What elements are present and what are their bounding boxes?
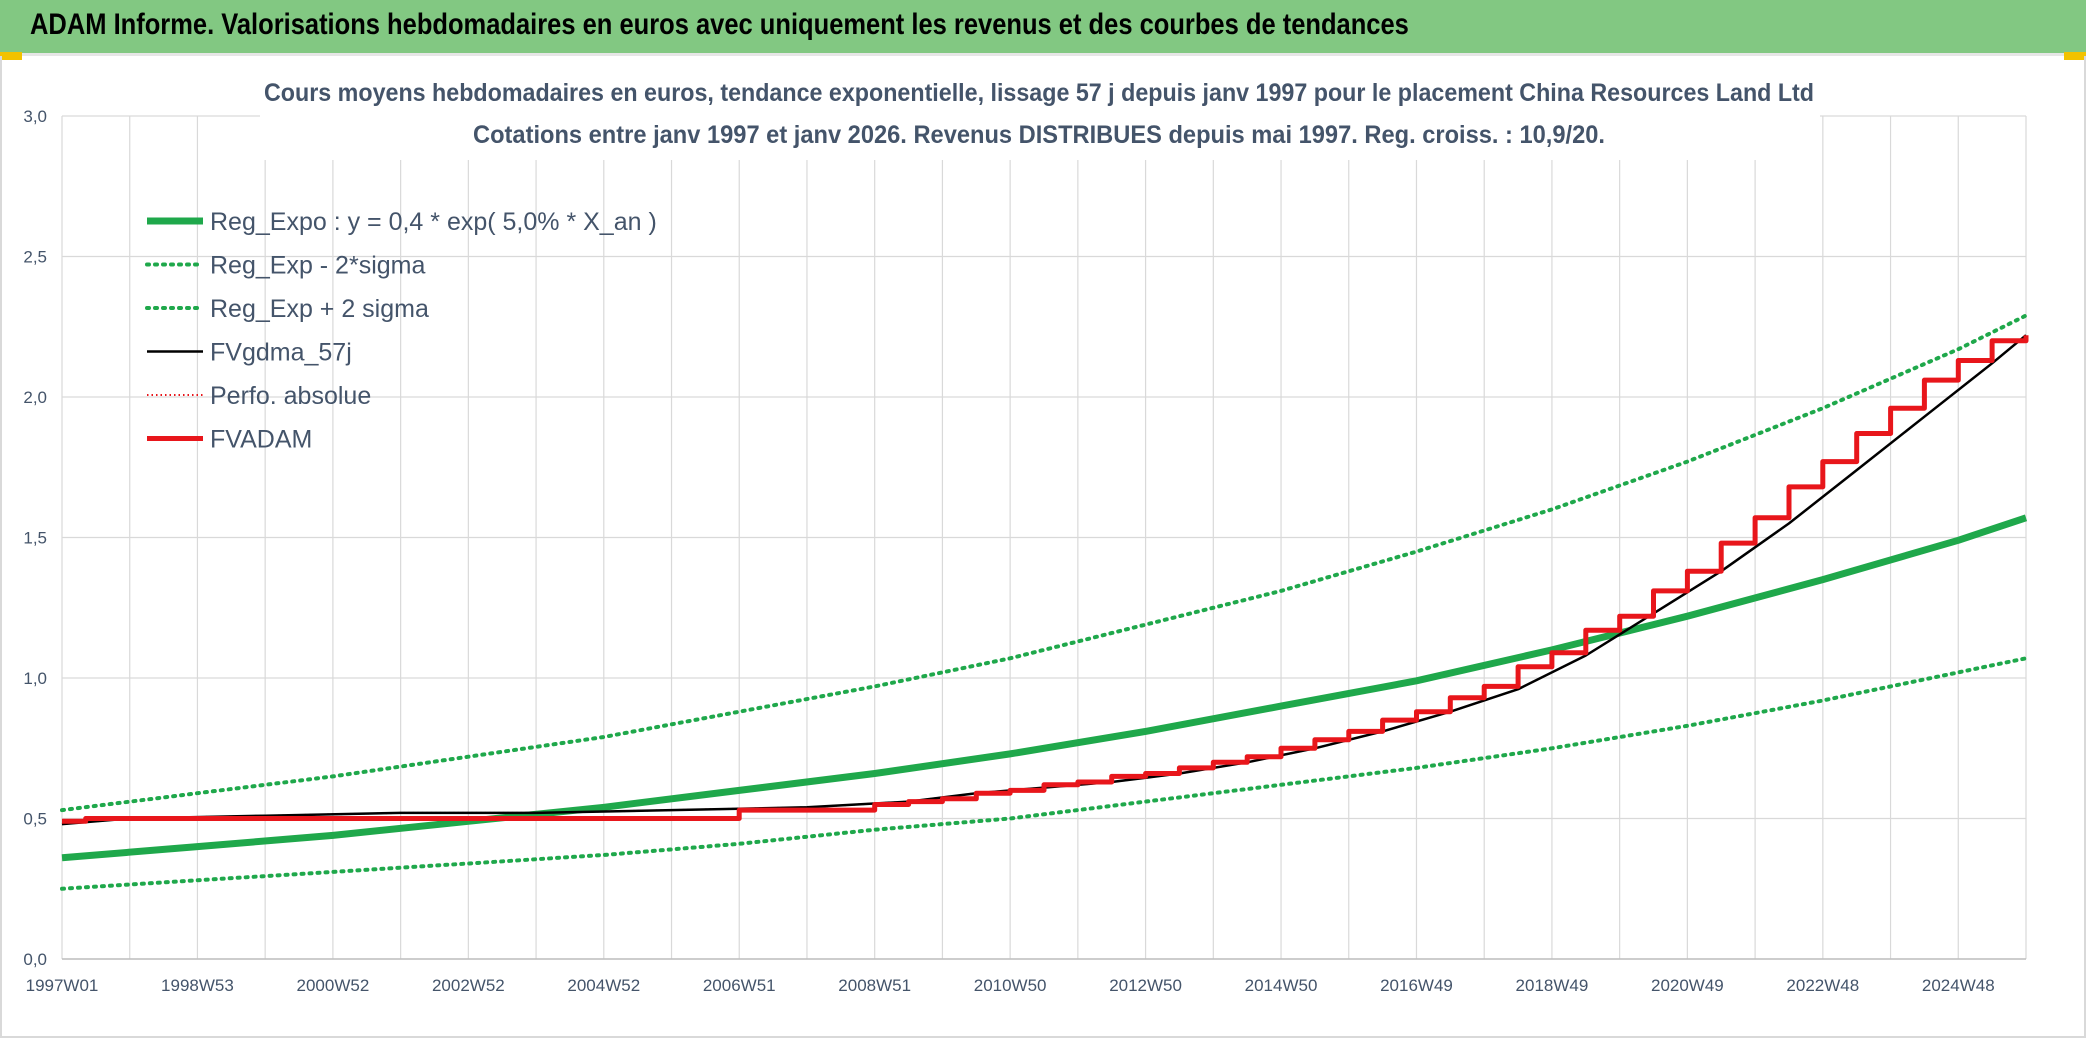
series-line-5: [62, 335, 2029, 824]
x-tick-label: 1998W53: [161, 976, 234, 995]
y-tick-label: 1,0: [23, 669, 47, 688]
x-tick-label: 2010W50: [974, 976, 1047, 995]
x-tick-label: 2022W48: [1786, 976, 1859, 995]
report-title: ADAM Informe. Valorisations hebdomadaire…: [30, 8, 1409, 41]
series-line-0: [61, 514, 2028, 862]
chart-subtitle: Cotations entre janv 1997 et janv 2026. …: [473, 121, 1605, 149]
y-tick-label: 2,5: [23, 248, 47, 267]
x-tick-label: 2008W51: [838, 976, 911, 995]
legend-label-0: Reg_Expo : y = 0,4 * exp( 5,0% * X_an ): [210, 208, 657, 236]
x-tick-label: 2016W49: [1380, 976, 1453, 995]
report-header: ADAM Informe. Valorisations hebdomadaire…: [0, 0, 2086, 56]
x-tick-label: 2012W50: [1109, 976, 1182, 995]
x-tick-label: 2004W52: [567, 976, 640, 995]
legend-label-4: Perfo. absolue: [210, 382, 371, 410]
x-tick-label: 2018W49: [1516, 976, 1589, 995]
x-tick-label: 2006W51: [703, 976, 776, 995]
corner-marker-right: [2064, 52, 2086, 60]
legend-label-2: Reg_Exp + 2 sigma: [210, 295, 429, 323]
legend-label-1: Reg_Exp - 2*sigma: [210, 252, 425, 280]
x-tick-label: 2000W52: [297, 976, 370, 995]
y-tick-label: 0,0: [23, 950, 47, 969]
title-background: [260, 60, 1820, 160]
y-tick-label: 3,0: [23, 107, 47, 126]
y-tick-label: 0,5: [23, 810, 47, 829]
chart-frame: 0,0 0,5 1,0 1,5 2,0 2,5 3,0 1997W01 1998W53 2000W…: [0, 56, 2086, 1038]
grid: [61, 115, 2027, 960]
series-line-1: [60, 656, 2028, 891]
x-tick-label: 2002W52: [432, 976, 505, 995]
legend-label-5: FVADAM: [210, 426, 312, 454]
x-tick-label: 2020W49: [1651, 976, 1724, 995]
series: [60, 313, 2029, 891]
x-tick-label: 2014W50: [1245, 976, 1318, 995]
y-tick-label: 2,0: [23, 388, 47, 407]
y-tick-label: 1,5: [23, 529, 47, 548]
legend-label-3: FVgdma_57j: [210, 339, 352, 367]
x-tick-label: 1997W01: [26, 976, 99, 995]
corner-marker-left: [0, 52, 22, 60]
axes: 0,0 0,5 1,0 1,5 2,0 2,5 3,0 1997W01 1998W53 2000W…: [23, 107, 2026, 995]
x-tick-label: 2024W48: [1922, 976, 1995, 995]
chart: 0,0 0,5 1,0 1,5 2,0 2,5 3,0 1997W01 1998W53 2000W…: [23, 60, 2029, 995]
series-line-2: [60, 313, 2028, 813]
chart-title: Cours moyens hebdomadaires en euros, ten…: [264, 79, 1814, 107]
legend: Reg_Expo : y = 0,4 * exp( 5,0% * X_an ) R…: [145, 208, 657, 454]
